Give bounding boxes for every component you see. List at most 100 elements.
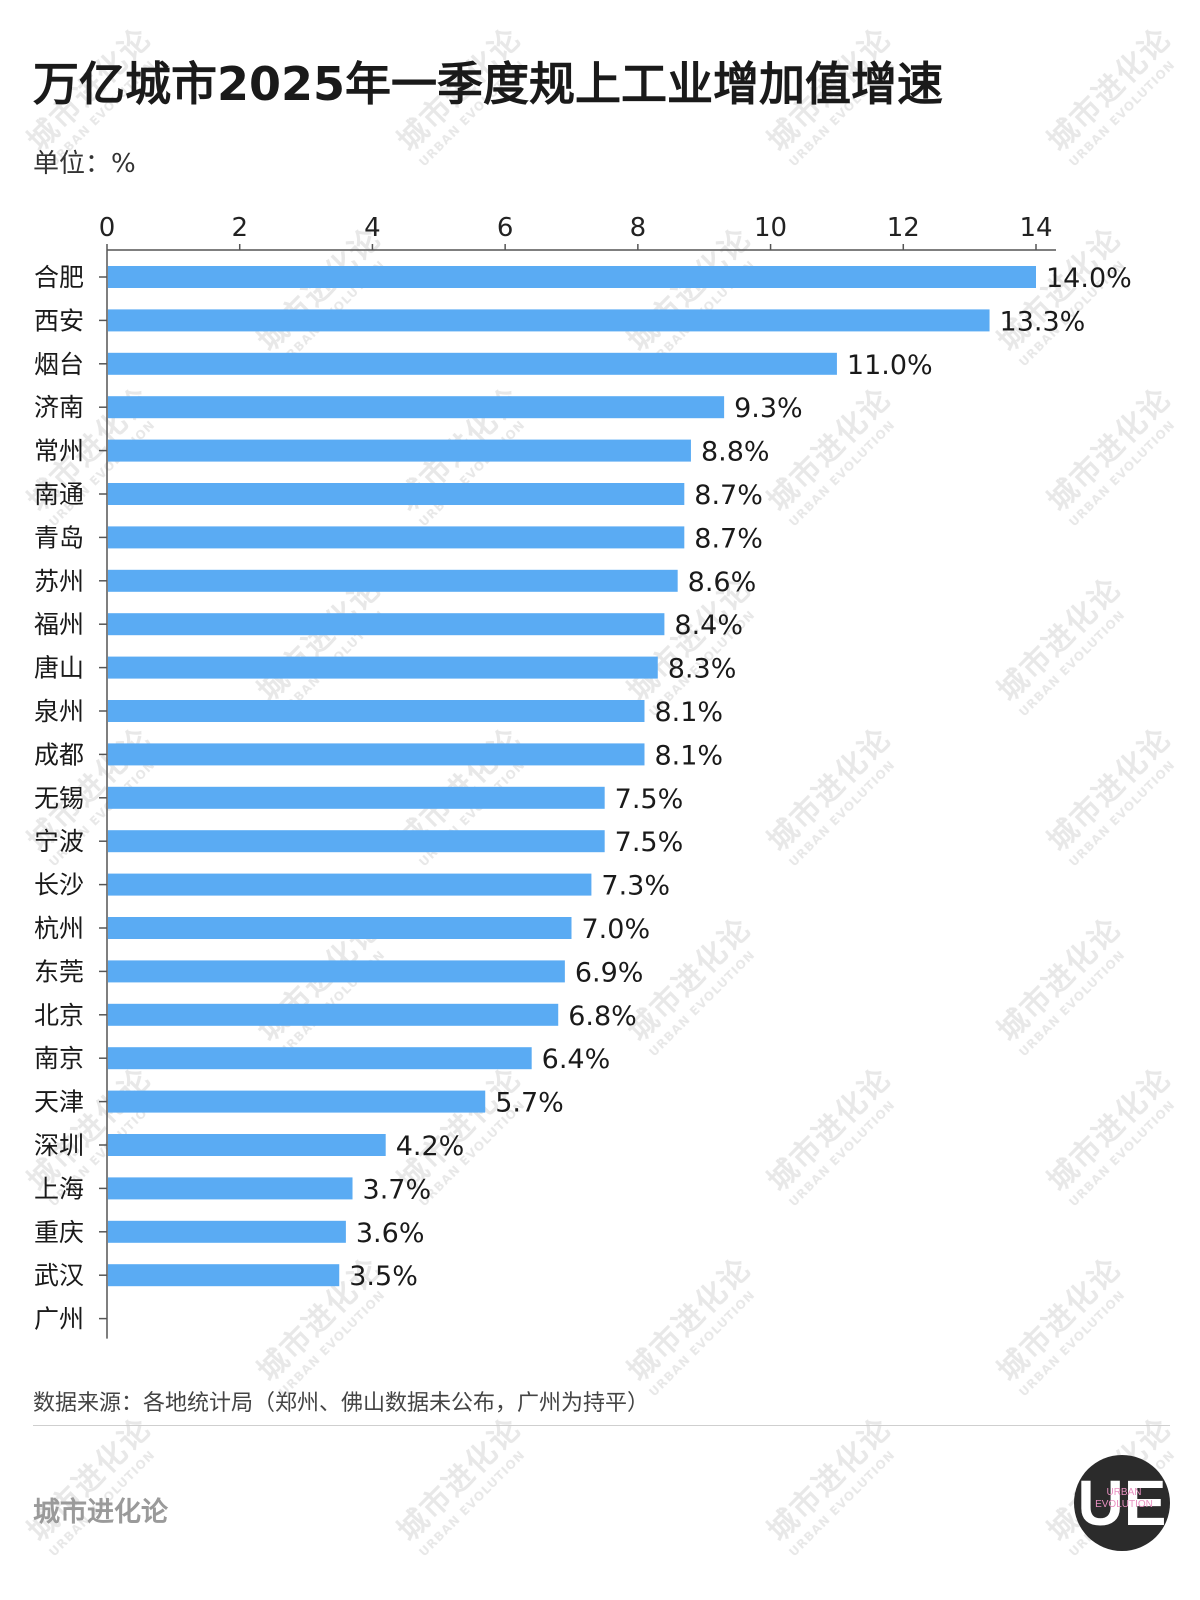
logo-text-line1: URBAN <box>1106 1487 1141 1498</box>
bar <box>108 830 605 853</box>
watermark-subtext: URBAN EVOLUTION <box>786 1447 898 1560</box>
data-label: 8.1% <box>654 697 723 728</box>
category-label: 南京 <box>34 1044 84 1073</box>
data-label: 8.6% <box>688 567 757 598</box>
bar <box>108 1264 340 1287</box>
data-label: 8.3% <box>668 654 737 685</box>
data-label: 13.3% <box>1000 306 1086 337</box>
data-label: 5.7% <box>495 1088 564 1119</box>
bar <box>108 309 990 332</box>
urban-evolution-logo: UE URBAN EVOLUTION <box>1074 1455 1170 1551</box>
bar <box>108 700 645 722</box>
bar <box>108 613 665 636</box>
category-label: 武汉 <box>34 1261 84 1290</box>
bar <box>108 352 837 375</box>
bar <box>108 1003 559 1026</box>
watermark-subtext: URBAN EVOLUTION <box>1066 57 1178 170</box>
bar <box>108 1134 386 1156</box>
bar <box>108 1090 486 1113</box>
bar <box>108 1047 532 1070</box>
bar <box>108 656 658 679</box>
data-label: 3.5% <box>349 1261 418 1292</box>
logo-letters: UE <box>1078 1467 1167 1539</box>
category-label: 无锡 <box>34 784 84 813</box>
data-label: 11.0% <box>847 350 933 381</box>
category-label: 上海 <box>34 1174 84 1203</box>
bar <box>108 917 572 939</box>
category-label: 福州 <box>34 610 84 639</box>
data-label: 7.5% <box>615 827 684 858</box>
category-label: 重庆 <box>34 1218 84 1247</box>
bar <box>108 743 645 766</box>
data-label: 7.0% <box>582 914 651 945</box>
x-tick-label: 6 <box>497 213 514 243</box>
category-label: 济南 <box>34 393 84 422</box>
watermark-text: 城市进化论 <box>760 1410 899 1549</box>
category-label: 北京 <box>34 1001 84 1030</box>
category-label: 成都 <box>34 740 84 769</box>
data-label: 4.2% <box>396 1131 465 1162</box>
bar <box>108 1177 353 1200</box>
bar <box>108 483 685 505</box>
data-label: 8.7% <box>694 480 763 511</box>
category-label: 唐山 <box>34 654 84 683</box>
data-label: 6.4% <box>542 1044 611 1075</box>
x-tick-label: 8 <box>630 213 647 243</box>
data-source-note: 数据来源：各地统计局（郑州、佛山数据未公布，广州为持平） <box>33 1391 650 1416</box>
data-label: 9.3% <box>734 393 803 424</box>
category-label: 杭州 <box>34 914 84 943</box>
x-tick-label: 10 <box>754 213 787 243</box>
data-label: 6.9% <box>575 957 644 988</box>
bar <box>108 873 592 896</box>
category-label: 青岛 <box>34 523 84 552</box>
data-label: 8.4% <box>674 610 743 641</box>
data-label: 6.8% <box>568 1001 637 1032</box>
watermark-text: 城市进化论 <box>1040 20 1179 159</box>
bar-chart: 0 2 4 6 8 10 12 14 合肥 14.0% 西安 13.3% 烟台 11.0% 济南 9.3% 常州… <box>34 213 1132 1339</box>
logo-text-line2: EVOLUTION <box>1095 1499 1153 1510</box>
data-label: 3.7% <box>363 1174 432 1205</box>
brand-name: 城市进化论 <box>33 1497 168 1528</box>
category-label: 广州 <box>34 1305 84 1334</box>
category-label: 合肥 <box>34 263 84 292</box>
bar <box>108 439 691 462</box>
bar <box>108 960 565 983</box>
x-tick-label: 12 <box>887 213 920 243</box>
category-label: 泉州 <box>34 697 84 726</box>
category-label: 西安 <box>34 306 84 335</box>
bar <box>108 266 1036 288</box>
x-tick-label: 0 <box>99 213 116 243</box>
data-label: 7.3% <box>601 871 670 902</box>
watermark-text: 城市进化论 <box>390 1410 529 1549</box>
data-label: 8.8% <box>701 437 770 468</box>
category-label: 南通 <box>34 480 84 509</box>
category-label: 常州 <box>34 437 84 466</box>
bar <box>108 526 685 549</box>
watermark-subtext: URBAN EVOLUTION <box>416 1447 528 1560</box>
category-label: 深圳 <box>34 1131 84 1160</box>
bar <box>108 569 678 592</box>
footer-divider <box>33 1425 1170 1426</box>
x-tick-label: 2 <box>231 213 248 243</box>
bar <box>108 396 725 419</box>
category-label: 烟台 <box>34 350 84 379</box>
data-label: 3.6% <box>356 1218 425 1249</box>
category-label: 宁波 <box>34 827 84 856</box>
bar <box>108 1220 346 1243</box>
x-tick-label: 14 <box>1019 213 1052 243</box>
category-label: 天津 <box>34 1088 84 1117</box>
bar <box>108 786 605 809</box>
category-label: 苏州 <box>34 567 84 596</box>
chart-title: 万亿城市2025年一季度规上工业增加值增速 <box>33 57 944 111</box>
logo-circle <box>1074 1455 1170 1551</box>
data-label: 8.1% <box>654 740 723 771</box>
category-label: 东莞 <box>34 957 84 986</box>
data-label: 8.7% <box>694 523 763 554</box>
data-label: 7.5% <box>615 784 684 815</box>
x-tick-label: 4 <box>364 213 381 243</box>
data-label: 14.0% <box>1046 263 1132 294</box>
unit-label: 单位：% <box>33 149 136 179</box>
